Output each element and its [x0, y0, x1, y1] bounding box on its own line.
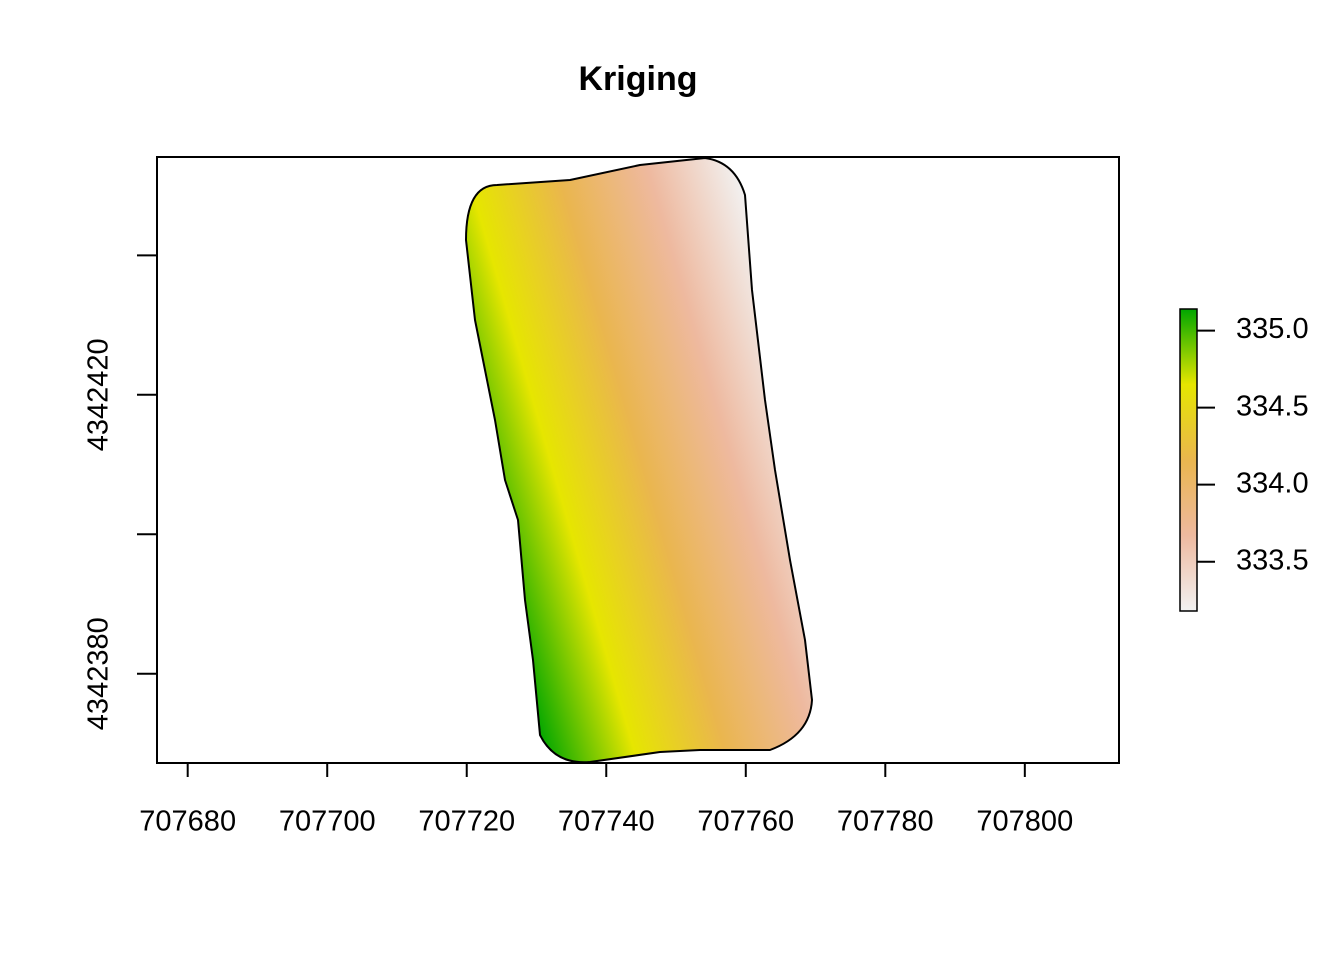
y-tick-label: 4342380 — [83, 617, 115, 730]
x-tick-label: 707700 — [279, 806, 376, 838]
colorbar-tick-label: 334.5 — [1236, 390, 1309, 422]
plot-box — [156, 156, 1120, 764]
colorbar-tick-label: 335.0 — [1236, 313, 1309, 345]
colorbar-tick-label: 333.5 — [1236, 544, 1309, 576]
x-tick-label: 707720 — [418, 806, 515, 838]
colorbar-tick-label: 334.0 — [1236, 467, 1309, 499]
x-tick-label: 707740 — [558, 806, 655, 838]
x-tick-label: 707760 — [697, 806, 794, 838]
x-tick-label: 707680 — [139, 806, 236, 838]
x-tick-label: 707800 — [976, 806, 1073, 838]
y-tick-label: 4342420 — [83, 338, 115, 451]
chart-title: Kriging — [579, 60, 698, 98]
kriging-field — [465, 157, 813, 764]
colorbar — [1179, 308, 1198, 612]
x-tick-label: 707780 — [837, 806, 934, 838]
